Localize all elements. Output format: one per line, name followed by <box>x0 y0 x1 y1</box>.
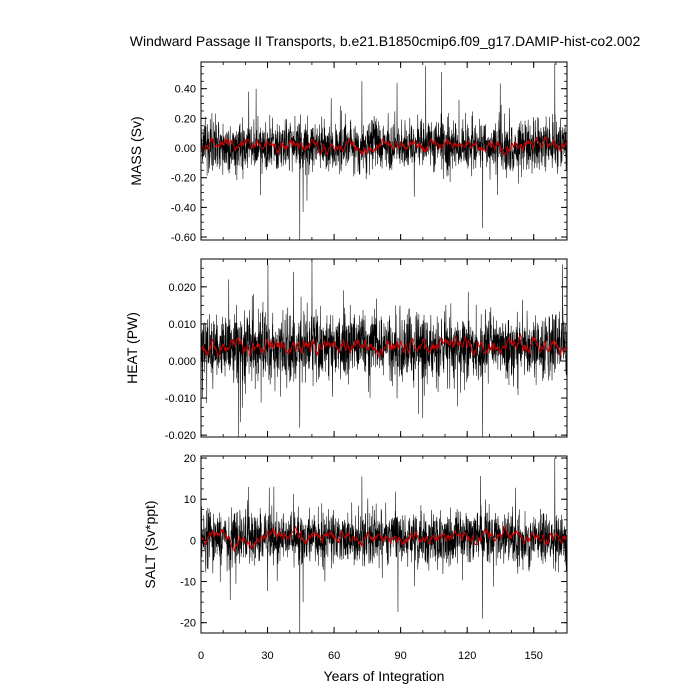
y-tick-label: 0.020 <box>168 282 196 294</box>
smoothed-series-line-2 <box>201 525 567 553</box>
y-tick-label: 0.20 <box>175 113 196 125</box>
smoothed-series-line-0 <box>201 136 567 157</box>
x-tick-label: 120 <box>458 650 476 662</box>
chart-title: Windward Passage II Transports, b.e21.B1… <box>130 33 641 49</box>
y-axis-label: SALT (Sv*ppt) <box>142 500 158 588</box>
y-tick-label: -0.60 <box>171 232 196 244</box>
y-tick-label: 0.00 <box>175 143 196 155</box>
y-tick-label: 10 <box>184 494 196 506</box>
y-axis-label: MASS (Sv) <box>128 116 144 185</box>
x-tick-label: 150 <box>525 650 543 662</box>
y-tick-label: 20 <box>184 453 196 465</box>
raw-series-line-2 <box>201 458 567 633</box>
x-tick-label: 60 <box>328 650 340 662</box>
y-axis-label: HEAT (PW) <box>124 312 140 384</box>
x-tick-label: 30 <box>261 650 273 662</box>
x-tick-label: 90 <box>395 650 407 662</box>
x-axis-label: Years of Integration <box>324 668 445 684</box>
y-tick-label: -0.020 <box>165 430 196 442</box>
y-tick-label: -20 <box>180 618 196 630</box>
raw-series-line-0 <box>201 63 567 240</box>
y-tick-label: 0.010 <box>168 319 196 331</box>
y-tick-label: -0.010 <box>165 393 196 405</box>
y-tick-label: -10 <box>180 577 196 589</box>
raw-series-line-1 <box>201 260 567 437</box>
plot-frame-0 <box>200 61 568 241</box>
plot-frame-1 <box>200 258 568 438</box>
y-tick-label: -0.40 <box>171 202 196 214</box>
y-tick-label: 0.40 <box>175 84 196 96</box>
y-tick-label: -0.20 <box>171 173 196 185</box>
plot-frame-2 <box>200 455 568 634</box>
y-tick-label: 0.000 <box>168 356 196 368</box>
y-tick-label: 0 <box>190 535 196 547</box>
smoothed-series-line-1 <box>201 332 567 358</box>
x-tick-label: 0 <box>198 650 204 662</box>
